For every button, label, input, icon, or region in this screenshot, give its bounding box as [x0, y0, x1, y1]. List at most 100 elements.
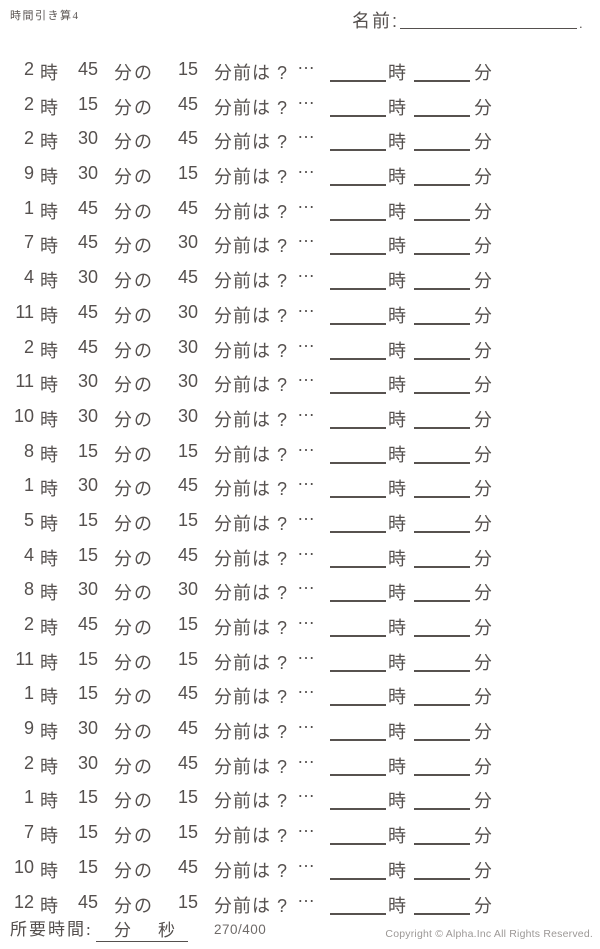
subtract-minutes-value: 15	[177, 648, 199, 669]
start-minute-unit-label: 分の	[114, 97, 154, 118]
subtract-minutes-value: 15	[177, 822, 199, 843]
answer-hour-blank[interactable]	[330, 753, 386, 776]
answer-hour-unit-label: 時	[388, 618, 406, 638]
subtract-minutes-value: 15	[177, 440, 199, 461]
start-hour-value: 7	[23, 822, 34, 843]
answer-minute-blank[interactable]	[414, 614, 470, 637]
ellipsis: …	[297, 781, 316, 802]
answer-minute-unit-label: 分	[474, 132, 492, 153]
answer-hour-blank[interactable]	[330, 441, 386, 464]
start-minute-unit-label: 分の	[114, 375, 154, 396]
answer-minute-blank[interactable]	[414, 683, 470, 707]
start-hour-value: 2	[23, 336, 34, 357]
answer-minute-blank[interactable]	[414, 94, 470, 117]
ellipsis: …	[297, 87, 316, 108]
answer-hour-unit-label: 時	[388, 756, 406, 777]
answer-hour-unit-label: 時	[388, 375, 406, 396]
answer-hour-blank[interactable]	[330, 822, 386, 846]
start-hour-value: 8	[23, 579, 34, 600]
answer-minute-blank[interactable]	[414, 857, 470, 880]
answer-hour-blank[interactable]	[330, 128, 386, 152]
answer-minute-blank[interactable]	[414, 579, 470, 603]
answer-hour-unit-label: 時	[388, 444, 406, 465]
answer-hour-blank[interactable]	[330, 857, 386, 880]
start-minute-value: 30	[77, 128, 99, 149]
page-title: 時間引き算4	[10, 10, 80, 22]
subtract-minutes-value: 45	[177, 718, 199, 739]
answer-minute-blank[interactable]	[414, 649, 470, 672]
answer-minute-blank[interactable]	[414, 232, 470, 256]
start-minute-value: 15	[77, 544, 99, 565]
name-input-line[interactable]	[400, 12, 577, 29]
answer-hour-blank[interactable]	[330, 683, 386, 707]
answer-minute-blank[interactable]	[414, 371, 470, 395]
answer-hour-blank[interactable]	[330, 232, 386, 256]
answer-minute-blank[interactable]	[414, 475, 470, 499]
answer-minute-blank[interactable]	[414, 163, 470, 187]
answer-minute-blank[interactable]	[414, 267, 470, 291]
answer-hour-blank[interactable]	[330, 718, 386, 742]
answer-minute-blank[interactable]	[414, 59, 470, 82]
answer-hour-blank[interactable]	[330, 406, 386, 429]
start-minute-value: 45	[77, 891, 99, 912]
answer-minute-blank[interactable]	[414, 337, 470, 360]
answer-minute-blank[interactable]	[414, 822, 470, 846]
elapsed-time-label: 所要時間:	[10, 920, 93, 939]
answer-minute-blank[interactable]	[414, 441, 470, 464]
answer-hour-blank[interactable]	[330, 649, 386, 672]
answer-hour-blank[interactable]	[330, 198, 386, 221]
answer-hour-unit-label: 時	[388, 791, 406, 812]
answer-hour-unit-label: 時	[388, 860, 406, 881]
answer-minute-unit-label: 分	[474, 756, 492, 777]
problem-row: 4 時 15 分の 45 分前は ? … 時 分	[0, 539, 600, 576]
answer-hour-unit-label: 時	[388, 513, 406, 534]
elapsed-minutes-unit-label: 分	[114, 921, 131, 940]
answer-hour-unit-label: 時	[388, 548, 406, 569]
before-question-label: 分前は ?	[214, 340, 289, 361]
answer-hour-blank[interactable]	[330, 59, 386, 82]
problem-row: 8 時 15 分の 15 分前は ? … 時 分	[0, 435, 600, 472]
answer-minute-unit-label: 分	[474, 652, 492, 673]
start-minute-unit-label: 分の	[114, 895, 154, 916]
start-minute-unit-label: 分の	[114, 513, 154, 534]
answer-minute-blank[interactable]	[414, 892, 470, 915]
answer-hour-unit-label: 時	[388, 687, 406, 708]
answer-hour-blank[interactable]	[330, 94, 386, 117]
answer-minute-blank[interactable]	[414, 510, 470, 533]
answer-minute-blank[interactable]	[414, 545, 470, 568]
subtract-minutes-value: 45	[177, 197, 199, 218]
answer-hour-unit-label: 時	[388, 132, 406, 153]
answer-hour-blank[interactable]	[330, 163, 386, 187]
answer-hour-blank[interactable]	[330, 302, 386, 325]
start-hour-value: 12	[13, 891, 34, 912]
answer-minute-blank[interactable]	[414, 753, 470, 776]
answer-minute-blank[interactable]	[414, 787, 470, 811]
elapsed-time-blank[interactable]	[96, 925, 188, 942]
answer-hour-blank[interactable]	[330, 475, 386, 499]
name-label: 名前:	[352, 11, 400, 31]
subtract-minutes-value: 45	[177, 267, 199, 288]
answer-hour-blank[interactable]	[330, 892, 386, 915]
start-minute-unit-label: 分の	[114, 444, 154, 465]
answer-hour-blank[interactable]	[330, 579, 386, 603]
answer-minute-blank[interactable]	[414, 718, 470, 742]
answer-hour-blank[interactable]	[330, 337, 386, 360]
elapsed-seconds-unit-label: 秒	[158, 921, 175, 940]
answer-minute-unit-label: 分	[474, 548, 492, 569]
answer-minute-unit-label: 分	[474, 409, 492, 430]
answer-minute-blank[interactable]	[414, 406, 470, 429]
answer-hour-blank[interactable]	[330, 787, 386, 811]
answer-hour-blank[interactable]	[330, 371, 386, 395]
before-question-label: 分前は ?	[214, 722, 289, 743]
answer-hour-unit-label: 時	[388, 63, 406, 83]
answer-hour-blank[interactable]	[330, 510, 386, 533]
start-minute-unit-label: 分の	[114, 479, 154, 500]
answer-minute-blank[interactable]	[414, 128, 470, 152]
answer-hour-blank[interactable]	[330, 267, 386, 291]
answer-minute-blank[interactable]	[414, 302, 470, 325]
answer-hour-blank[interactable]	[330, 614, 386, 637]
answer-minute-blank[interactable]	[414, 198, 470, 221]
answer-hour-blank[interactable]	[330, 545, 386, 568]
start-minute-unit-label: 分の	[114, 618, 154, 638]
start-minute-unit-label: 分の	[114, 167, 154, 188]
